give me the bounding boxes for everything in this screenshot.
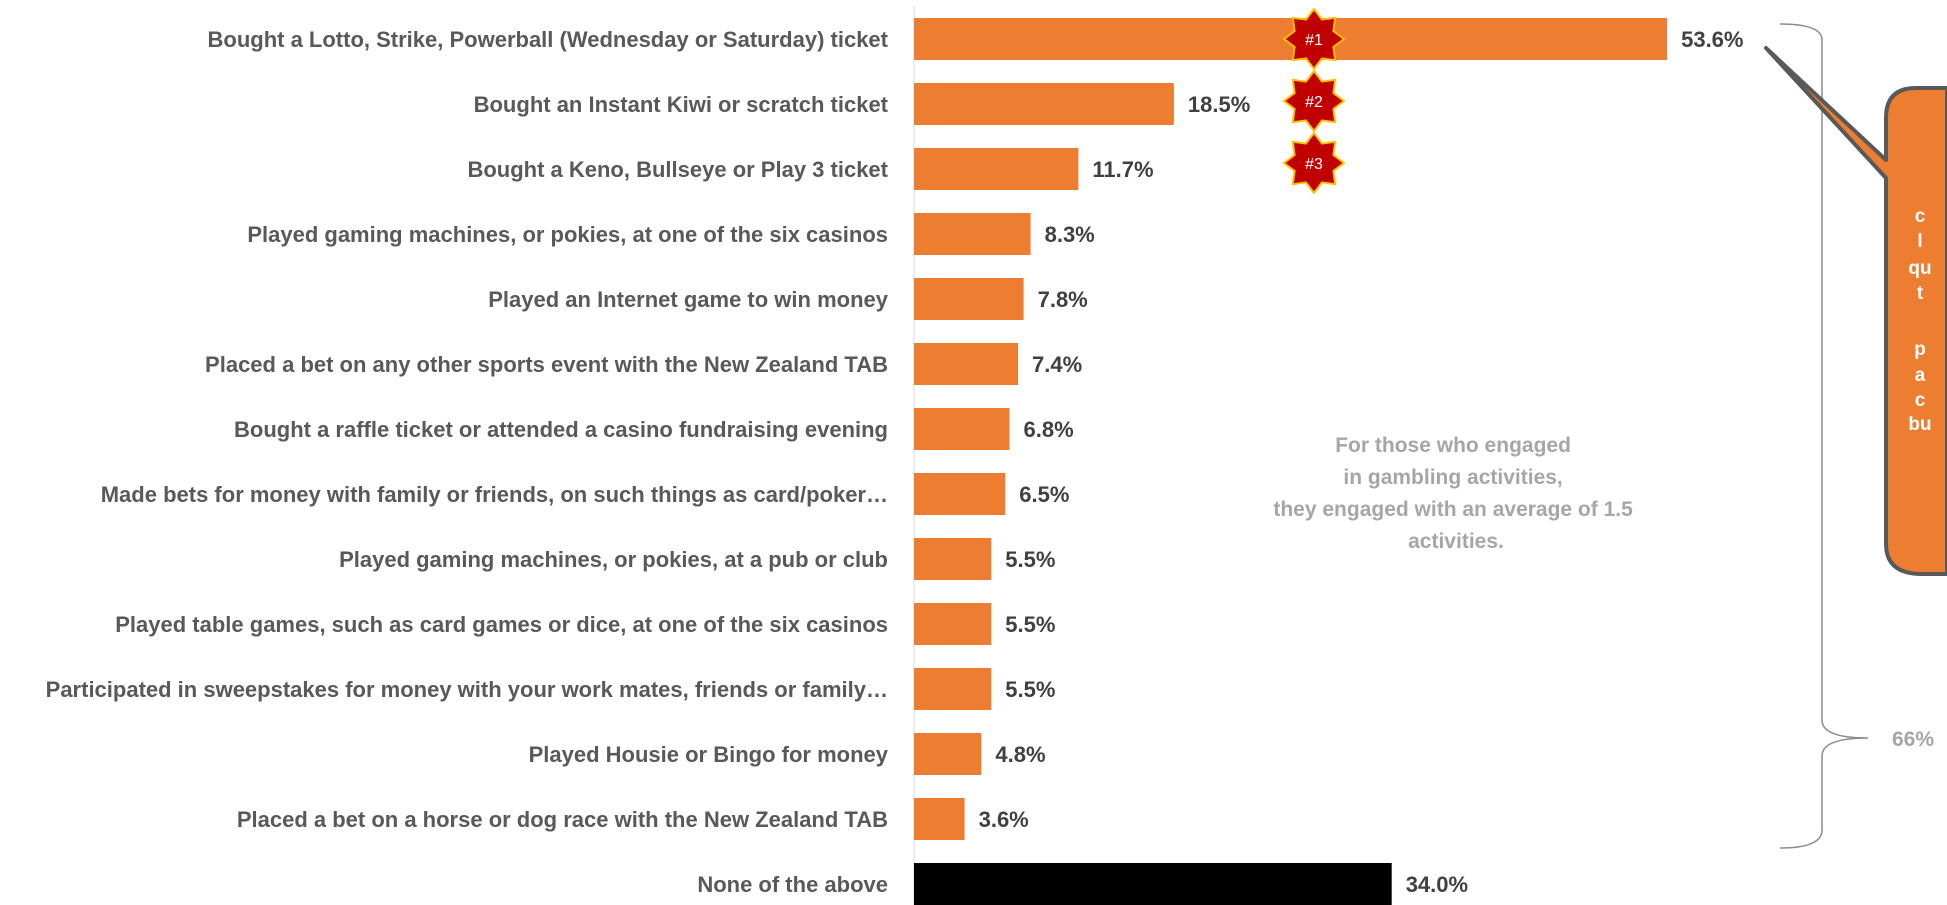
category-label: Made bets for money with family or frien…: [101, 482, 888, 507]
bar: [914, 148, 1079, 190]
bars-layer: Bought a Lotto, Strike, Powerball (Wedne…: [46, 18, 1743, 905]
bar: [914, 83, 1174, 125]
rank-badge-label: #3: [1305, 156, 1323, 173]
average-note-line: in gambling activities,: [1343, 466, 1562, 489]
bracket-label: 66%: [1892, 728, 1934, 751]
callout-line: bu: [1908, 414, 1931, 435]
bar: [914, 668, 992, 710]
bar: [914, 798, 965, 840]
value-label: 53.6%: [1681, 27, 1743, 52]
callout-line: c: [1915, 390, 1926, 411]
value-label: 5.5%: [1005, 677, 1055, 702]
value-label: 18.5%: [1188, 92, 1250, 117]
value-label: 11.7%: [1092, 157, 1153, 182]
callout-line: t: [1917, 283, 1924, 304]
bar: [914, 863, 1392, 905]
category-label: Placed a bet on a horse or dog race with…: [237, 807, 888, 832]
bar: [914, 213, 1031, 255]
bar: [914, 733, 982, 775]
value-label: 3.6%: [979, 807, 1029, 832]
category-label: Placed a bet on any other sports event w…: [205, 352, 888, 377]
bar: [914, 473, 1006, 515]
category-label: Played gaming machines, or pokies, at on…: [247, 222, 888, 247]
callout-bubble: [1764, 46, 1947, 576]
rank-badge: [1282, 7, 1346, 71]
category-label: Bought a Keno, Bullseye or Play 3 ticket: [467, 157, 888, 182]
category-label: Played gaming machines, or pokies, at a …: [339, 547, 888, 572]
category-label: None of the above: [697, 872, 888, 897]
bar: [914, 278, 1024, 320]
callout-line: a: [1915, 365, 1926, 386]
category-label: Played an Internet game to win money: [488, 287, 889, 312]
bar: [914, 343, 1018, 385]
value-label: 34.0%: [1406, 872, 1468, 897]
value-label: 6.8%: [1024, 417, 1074, 442]
category-label: Bought a Lotto, Strike, Powerball (Wedne…: [208, 27, 889, 52]
value-label: 6.5%: [1019, 482, 1069, 507]
value-label: 7.8%: [1038, 287, 1088, 312]
average-note-line: they engaged with an average of 1.5: [1273, 498, 1633, 521]
callout-line: qu: [1908, 258, 1931, 279]
category-label: Participated in sweepstakes for money wi…: [46, 677, 888, 702]
rank-badge: [1282, 69, 1346, 133]
category-label: Played table games, such as card games o…: [115, 612, 888, 637]
average-note: For those who engaged in gambling activi…: [1273, 434, 1638, 553]
average-note-line: For those who engaged: [1335, 434, 1571, 457]
value-label: 5.5%: [1005, 612, 1055, 637]
callout-line: l: [1917, 231, 1922, 252]
rank-badge: [1282, 131, 1346, 195]
rank-badge-label: #2: [1305, 94, 1323, 111]
bracket: [1779, 23, 1869, 849]
average-note-line: activities.: [1408, 530, 1504, 553]
callout-line: c: [1915, 206, 1926, 227]
category-label: Played Housie or Bingo for money: [529, 742, 889, 767]
rank-badge-label: #1: [1305, 32, 1323, 49]
value-label: 5.5%: [1005, 547, 1055, 572]
category-label: Bought an Instant Kiwi or scratch ticket: [474, 92, 889, 117]
value-label: 8.3%: [1045, 222, 1095, 247]
bar: [914, 408, 1010, 450]
bar: [914, 538, 992, 580]
category-label: Bought a raffle ticket or attended a cas…: [234, 417, 888, 442]
bar: [914, 603, 992, 645]
value-label: 4.8%: [995, 742, 1045, 767]
rank-badges: #1 #2 #3: [1282, 7, 1346, 195]
callout-line: p: [1914, 339, 1926, 360]
value-label: 7.4%: [1032, 352, 1082, 377]
